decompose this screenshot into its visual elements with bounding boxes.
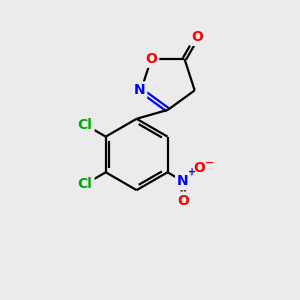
Text: Cl: Cl	[78, 118, 93, 132]
Text: N: N	[177, 174, 189, 188]
Text: +: +	[188, 167, 196, 177]
Text: Cl: Cl	[78, 177, 93, 191]
Text: O: O	[145, 52, 157, 66]
Text: −: −	[205, 158, 214, 168]
Text: O: O	[194, 161, 205, 175]
Text: O: O	[178, 194, 190, 208]
Text: O: O	[191, 30, 203, 44]
Text: N: N	[134, 83, 145, 98]
